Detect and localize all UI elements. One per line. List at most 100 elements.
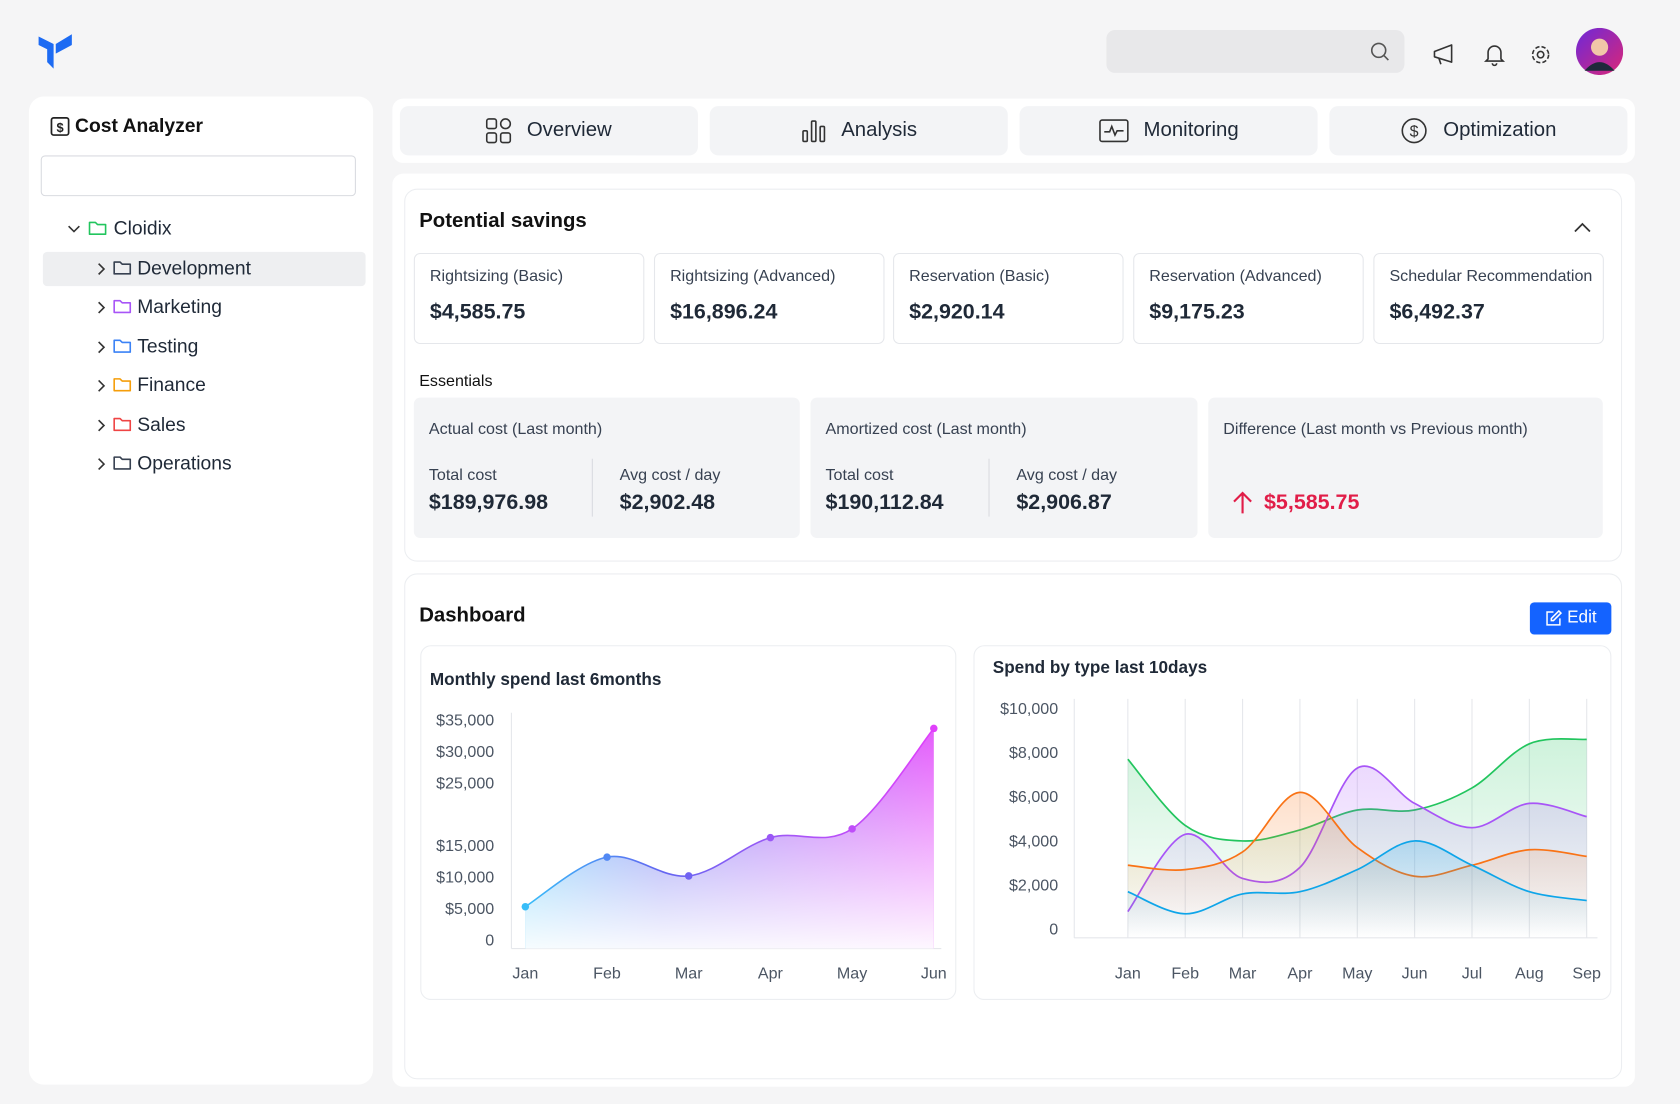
tree-item: Testing xyxy=(137,335,199,357)
y-tick-label: $15,000 xyxy=(436,837,494,855)
dashboard-title: Dashboard xyxy=(419,604,526,628)
tree-item: Operations xyxy=(137,452,232,474)
monitoring-icon xyxy=(1098,119,1129,143)
y-tick-label: $25,000 xyxy=(436,774,494,792)
line xyxy=(1127,791,1587,878)
y-tick-label: $4,000 xyxy=(1009,832,1058,850)
area xyxy=(1127,840,1587,938)
line xyxy=(1127,765,1587,913)
sidebar-title: Cost Analyzer xyxy=(75,114,204,137)
optimization-icon: $ xyxy=(1401,118,1427,144)
metric-label: Avg cost / day xyxy=(619,466,721,485)
folder-icon xyxy=(113,378,132,392)
savings-card: Reservation (Basic) $2,920.14 xyxy=(893,252,1124,345)
folder-icon xyxy=(113,339,132,353)
x-tick-label: Aug xyxy=(1515,965,1544,983)
savings-card: Schedular Recommendation $6,492.37 xyxy=(1373,252,1604,345)
card-value: $9,175.23 xyxy=(1149,300,1245,324)
tab[interactable]: $ Optimization xyxy=(1329,106,1628,156)
card-value: $2,920.14 xyxy=(909,300,1005,324)
x-tick-label: Jan xyxy=(512,965,538,983)
divider xyxy=(591,458,593,517)
card-value: $4,585.75 xyxy=(429,300,526,324)
chevron xyxy=(98,302,106,314)
chevron xyxy=(68,225,80,233)
card-label: Rightsizing (Basic) xyxy=(429,266,564,286)
y-tick-label: $35,000 xyxy=(436,712,494,730)
edit-button[interactable]: Edit xyxy=(1529,602,1612,635)
cost-icon: $ xyxy=(50,117,70,136)
folder-icon xyxy=(88,221,107,235)
point xyxy=(930,724,938,733)
tree-item: Development xyxy=(137,257,251,279)
settings-icon[interactable] xyxy=(1529,43,1553,67)
tree-item: Sales xyxy=(137,413,186,435)
tab[interactable]: Monitoring xyxy=(1019,106,1318,156)
point xyxy=(766,833,775,842)
essentials-card: Difference (Last month vs Previous month… xyxy=(1208,397,1603,539)
collapse-icon[interactable] xyxy=(1572,220,1593,235)
savings-card: Rightsizing (Basic) $4,585.75 xyxy=(413,252,645,345)
line xyxy=(524,727,935,908)
tree-row-selected xyxy=(42,251,366,287)
chart-title: Monthly spend last 6months xyxy=(430,669,661,689)
divider xyxy=(988,458,990,517)
folder-icon xyxy=(113,261,132,275)
announce-icon[interactable] xyxy=(1432,43,1458,67)
x-tick-label: Jan xyxy=(1115,965,1141,983)
x-tick-label: Apr xyxy=(758,965,784,983)
essentials-card: Amortized cost (Last month) Total cost $19… xyxy=(810,397,1198,539)
avatar[interactable] xyxy=(1575,27,1624,76)
search-box[interactable] xyxy=(1106,30,1405,73)
chevron xyxy=(98,263,106,275)
y-tick-label: $8,000 xyxy=(1009,744,1058,762)
point xyxy=(521,902,530,911)
metric-value: $2,906.87 xyxy=(1016,490,1112,515)
folder-icon xyxy=(113,456,132,470)
folder-icon xyxy=(113,417,132,431)
difference-value: $5,585.75 xyxy=(1264,490,1360,515)
point xyxy=(603,853,611,861)
metric-value: $189,976.98 xyxy=(428,490,549,515)
tab[interactable]: Analysis xyxy=(709,106,1008,156)
bell-icon[interactable] xyxy=(1483,43,1506,67)
x-tick-label: May xyxy=(1342,965,1372,983)
point xyxy=(848,825,856,833)
card-value: $6,492.37 xyxy=(1389,300,1485,324)
metric-value: $190,112.84 xyxy=(825,490,944,515)
savings-card: Rightsizing (Advanced) $16,896.24 xyxy=(653,252,885,345)
y-tick-label: $30,000 xyxy=(436,743,494,761)
metric-label: Total cost xyxy=(825,466,894,485)
x-tick-label: Feb xyxy=(593,965,621,983)
card-title: Difference (Last month vs Previous month… xyxy=(1223,420,1528,439)
essentials-title: Essentials xyxy=(419,371,493,391)
x-tick-label: Feb xyxy=(1171,965,1199,983)
chevron xyxy=(98,458,106,471)
chart-card xyxy=(973,645,1612,1000)
up-arrow xyxy=(1233,491,1252,514)
x-tick-label: May xyxy=(837,965,867,983)
y-tick-label: $5,000 xyxy=(445,900,494,918)
tree-item: Cloidix xyxy=(113,217,172,240)
analysis-icon xyxy=(801,120,825,143)
sidebar-search[interactable] xyxy=(40,155,356,197)
x-tick-label: Sep xyxy=(1572,965,1601,983)
card-title: Actual cost (Last month) xyxy=(428,420,603,439)
tab-label: Analysis xyxy=(841,118,918,142)
x-tick-label: Apr xyxy=(1287,965,1313,983)
tab[interactable]: Overview xyxy=(399,106,698,156)
x-tick-label: Mar xyxy=(1229,965,1257,983)
edit-label: Edit xyxy=(1567,608,1597,628)
savings-card: Reservation (Advanced) $9,175.23 xyxy=(1133,252,1364,345)
essentials-card: Actual cost (Last month) Total cost $189,9… xyxy=(413,397,800,539)
card-label: Rightsizing (Advanced) xyxy=(670,266,836,286)
card-label: Reservation (Basic) xyxy=(909,266,1050,286)
search-icon[interactable] xyxy=(1369,41,1390,62)
metric-label: Avg cost / day xyxy=(1016,466,1118,485)
logo[interactable] xyxy=(36,30,75,71)
x-tick-label: Jun xyxy=(1402,965,1428,983)
folder-icon xyxy=(113,300,132,314)
savings-section xyxy=(404,188,1623,562)
metric-value: $2,902.48 xyxy=(619,490,716,515)
